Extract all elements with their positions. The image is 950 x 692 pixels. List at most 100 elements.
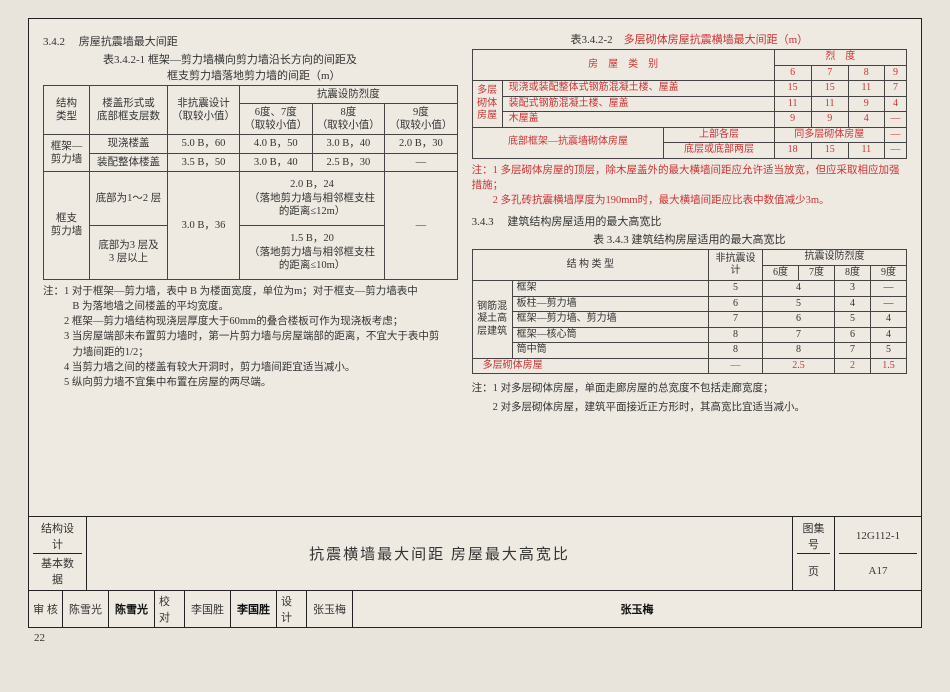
g1r1-1: 15	[811, 81, 848, 97]
g1r2-0: 11	[774, 96, 811, 112]
t3-hdr-seis: 抗震设防烈度	[763, 250, 907, 266]
row1a-floor: 现浇楼盖	[90, 135, 168, 153]
table-343-notes: 注：1 对多层砌体房屋，单面走廊房屋的总宽度不包括走廊宽度； 2 对多层砌体房屋…	[472, 380, 907, 418]
right-column: 表3.4.2-2 表3.4.2-2 多层砌体房屋抗震横墙最大间距（m）多层砌体房…	[472, 29, 907, 510]
t3-r1-8: 4	[835, 296, 871, 312]
t3-col-0: 6度	[763, 265, 799, 281]
t3-r4-ns: 8	[709, 343, 763, 359]
left-column: 3.4.2 房屋抗震墙最大间距 表3.4.2-1 框架—剪力墙横向剪力墙沿长方向…	[43, 29, 458, 510]
row1a-c3: 2.0 B，30	[385, 135, 458, 153]
t3-col-1: 7度	[799, 265, 835, 281]
g2r1-v: 同多层砌体房屋	[774, 127, 884, 143]
g1r3-t: 木屋盖	[502, 112, 774, 128]
table-342-2-notes: 注：1 多层砌体房屋的顶层，除木屋盖外的最大横墙间距应允许适当放宽，但应采取相应…	[472, 163, 907, 209]
tb-sh-sig: 陈雪光	[109, 591, 155, 627]
t3-col-2: 8度	[835, 265, 871, 281]
hdr-nonseis: 非抗震设计（取较小值）	[168, 86, 240, 135]
g1r2-t: 装配式钢筋混凝土楼、屋盖	[502, 96, 774, 112]
g1r2-1: 11	[811, 96, 848, 112]
note-4: 4 当剪力墙之间的楼盖有较大开洞时，剪力墙间距宜适当减小。	[72, 360, 457, 375]
g1r1-0: 15	[774, 81, 811, 97]
note-1: 注：1 对于框架—剪力墙，表中 B 为楼面宽度，单位为m；对于框支—剪力墙表中 …	[72, 284, 457, 314]
tb-pg-v: A17	[839, 554, 917, 588]
tb-pg-l: 页	[797, 554, 830, 588]
g1r3-0: 9	[774, 112, 811, 128]
tb-l1b: 基本数据	[33, 554, 82, 588]
t3-r2-8: 5	[835, 312, 871, 328]
row1b-c3: —	[385, 153, 458, 171]
row1b-floor: 装配整体楼盖	[90, 153, 168, 171]
t3-r3-8: 6	[835, 327, 871, 343]
row2-dash: —	[385, 171, 458, 279]
t3-r0-8: 3	[835, 281, 871, 297]
note-hdr: 注：	[472, 165, 493, 176]
tb-sh-n: 陈雪光	[63, 591, 109, 627]
g1r3-1: 9	[811, 112, 848, 128]
g2r2-t: 底层或底部两层	[664, 143, 774, 159]
tb-jd-n: 李国胜	[185, 591, 231, 627]
g1r1-t: 现浇或装配整体式钢筋混凝土楼、屋盖	[502, 81, 774, 97]
table-343: 结 构 类 型 非抗震设计 抗震设防烈度 6度 7度 8度 9度 钢筋混凝土高层…	[472, 249, 907, 374]
t3-last-ns: —	[709, 358, 763, 374]
row1-type: 框架—剪力墙	[44, 135, 90, 171]
t3-r2-t: 框架—剪力墙、剪力墙	[512, 312, 708, 328]
tb-jd: 校对	[155, 591, 185, 627]
table-342-1: 结构类型 楼盖形式或底部框支层数 非抗震设计（取较小值） 抗震设防烈度 6度、7…	[43, 85, 458, 280]
t3-last-9: 1.5	[871, 358, 907, 374]
t3-hdr-ns: 非抗震设计	[709, 250, 763, 281]
caption-red: 多层砌体房屋抗震横墙最大间距（m）	[624, 34, 809, 46]
section-343-text: 建筑结构房屋适用的最大高宽比	[507, 216, 661, 228]
t3-last-67: 2.5	[763, 358, 835, 374]
bn1: 注：1 对多层砌体房屋，单面走廊房屋的总宽度不包括走廊宽度；	[472, 380, 907, 399]
row1b-c0: 3.5 B，50	[168, 153, 240, 171]
caption-line1: 表3.4.2-1 框架—剪力墙横向剪力墙沿长方向的间距及	[103, 54, 357, 66]
t3-r0-ns: 5	[709, 281, 763, 297]
row1b-c2: 2.5 B，30	[312, 153, 385, 171]
section-342-title: 3.4.2 房屋抗震墙最大间距	[43, 33, 458, 49]
hdr-floor-type: 楼盖形式或底部框支层数	[90, 86, 168, 135]
g2r2-1: 15	[811, 143, 848, 159]
table-342-2-caption: 表3.4.2-2 表3.4.2-2 多层砌体房屋抗震横墙最大间距（m）多层砌体房…	[472, 31, 907, 47]
lie-6: 6	[774, 65, 811, 81]
caption-line2: 框支剪力墙落地剪力墙的间距（m）	[103, 67, 341, 83]
g2r2-0: 18	[774, 143, 811, 159]
g2r2-3: —	[884, 143, 906, 159]
rn1: 1 多层砌体房屋的顶层，除木屋盖外的最大横墙间距应允许适当放宽，但应采取相应加强…	[472, 165, 900, 191]
lie-7: 7	[811, 65, 848, 81]
g2r2-2: 11	[848, 143, 884, 159]
tb-atlas-v: 12G112-1	[839, 519, 917, 554]
t3-r2-ns: 7	[709, 312, 763, 328]
note-3: 3 当房屋端部未布置剪力墙时，第一片剪力墙与房屋端部的距离，不宜大于表中剪 力墙…	[72, 329, 457, 359]
t3-g1: 钢筋混凝土高层建筑	[472, 281, 512, 359]
g1r1-3: 7	[884, 81, 906, 97]
t3-r1-ns: 6	[709, 296, 763, 312]
t3-r1-9: —	[871, 296, 907, 312]
title-block: 结构设计 基本数据 抗震横墙最大间距 房屋最大高宽比 图集号 页 12G112-…	[29, 516, 921, 590]
title-block-row2: 审 核 陈雪光 陈雪光 校对 李国胜 李国胜 设计 张玉梅 张玉梅	[29, 590, 921, 627]
hdr-d67: 6度、7度（取较小值）	[240, 104, 313, 135]
g2r1-t: 上部各层	[664, 127, 774, 143]
t3-r3-ns: 8	[709, 327, 763, 343]
row2b-d: 1.5 B，20（落地剪力墙与相邻框支柱的距离≤10m）	[240, 225, 385, 279]
row1a-c0: 5.0 B，60	[168, 135, 240, 153]
hdr-d9: 9度（取较小值）	[385, 104, 458, 135]
section-343-title: 3.4.3 建筑结构房屋适用的最大高宽比	[472, 213, 907, 229]
t3-r1-67: 5	[763, 296, 835, 312]
group1-label: 多层砌体房屋	[472, 81, 502, 128]
hdr-seisgrp: 抗震设防烈度	[240, 86, 458, 104]
t3-r3-t: 框架—核心筒	[512, 327, 708, 343]
t3-r2-9: 4	[871, 312, 907, 328]
tb-atlas-l: 图集号	[797, 519, 830, 554]
tb-center-title: 抗震横墙最大间距 房屋最大高宽比	[87, 517, 793, 590]
g2r1-dash: —	[884, 127, 906, 143]
t3-r4-8: 7	[835, 343, 871, 359]
g1r2-3: 4	[884, 96, 906, 112]
t3-r0-t: 框架	[512, 281, 708, 297]
tb-ds-n: 张玉梅	[307, 591, 353, 627]
t3-hdr-type: 结 构 类 型	[472, 250, 708, 281]
table-343-caption: 表 3.4.3 建筑结构房屋适用的最大高宽比	[472, 231, 907, 247]
bn2: 2 对多层砌体房屋，建筑平面接近正方形时，其高宽比宜适当减小。	[472, 399, 907, 418]
t3-r3-9: 4	[871, 327, 907, 343]
t3-r2-67: 6	[763, 312, 835, 328]
t3-r4-t: 筒中筒	[512, 343, 708, 359]
